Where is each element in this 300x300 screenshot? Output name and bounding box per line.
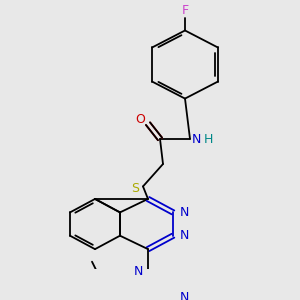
Text: F: F <box>182 4 189 17</box>
Text: N: N <box>133 265 143 278</box>
Text: N: N <box>179 206 189 219</box>
Text: N: N <box>192 133 201 146</box>
Text: H: H <box>204 133 213 146</box>
Text: N: N <box>179 229 189 242</box>
Text: O: O <box>135 113 145 126</box>
Text: N: N <box>179 291 189 300</box>
Text: S: S <box>131 182 139 195</box>
